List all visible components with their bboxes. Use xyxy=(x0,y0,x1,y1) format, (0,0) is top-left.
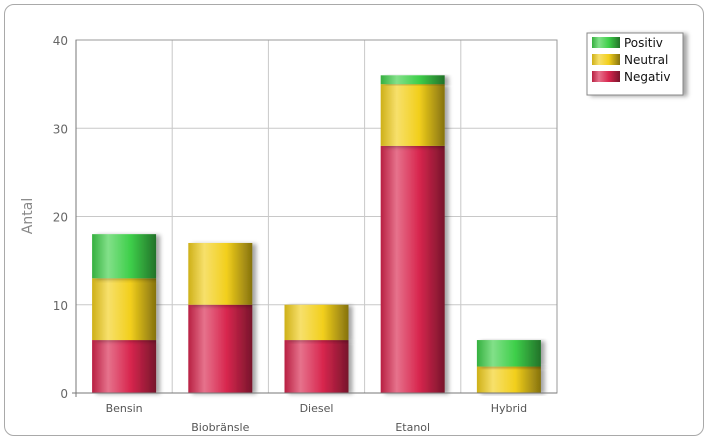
bar-hybrid-neutral[interactable] xyxy=(476,366,541,393)
bar-biobränsle-negativ[interactable] xyxy=(188,304,253,393)
x-tick-label: Biobränsle xyxy=(191,421,249,434)
x-tick-label: Etanol xyxy=(395,421,430,434)
y-tick-label: 10 xyxy=(53,299,68,313)
bar-bensin-negativ[interactable] xyxy=(92,340,157,393)
x-tick-labels: Bensin Biobränsle Diesel Etanol Hybrid xyxy=(106,402,527,434)
bar-biobränsle-neutral[interactable] xyxy=(188,242,253,305)
bar-etanol-neutral[interactable] xyxy=(380,84,445,146)
bar-etanol-positiv[interactable] xyxy=(380,75,445,85)
legend-label-negativ: Negativ xyxy=(624,70,670,84)
x-tick-label: Hybrid xyxy=(491,402,527,415)
bar-bensin-positiv[interactable] xyxy=(92,234,157,279)
x-tick-label: Diesel xyxy=(300,402,334,415)
bar-etanol-negativ[interactable] xyxy=(380,145,445,393)
legend[interactable]: Positiv Neutral Negativ xyxy=(586,32,684,96)
y-tick-label: 0 xyxy=(60,387,68,401)
legend-swatch-positiv xyxy=(592,37,620,48)
axes xyxy=(72,40,557,397)
bars xyxy=(92,75,541,393)
legend-swatch-neutral xyxy=(592,54,620,65)
bar-hybrid-positiv[interactable] xyxy=(476,340,541,367)
bar-diesel-negativ[interactable] xyxy=(284,340,349,393)
legend-label-neutral: Neutral xyxy=(624,53,668,67)
y-tick-label: 30 xyxy=(53,122,68,136)
legend-label-positiv: Positiv xyxy=(624,36,663,50)
y-tick-label: 40 xyxy=(53,34,68,48)
bar-bensin-neutral[interactable] xyxy=(92,278,157,341)
bar-diesel-neutral[interactable] xyxy=(284,304,349,341)
legend-swatch-negativ xyxy=(592,71,620,82)
y-axis-label: Antal xyxy=(20,198,36,234)
y-tick-labels: 0 10 20 30 40 xyxy=(53,34,68,401)
x-tick-label: Bensin xyxy=(106,402,143,415)
y-tick-label: 20 xyxy=(53,211,68,225)
